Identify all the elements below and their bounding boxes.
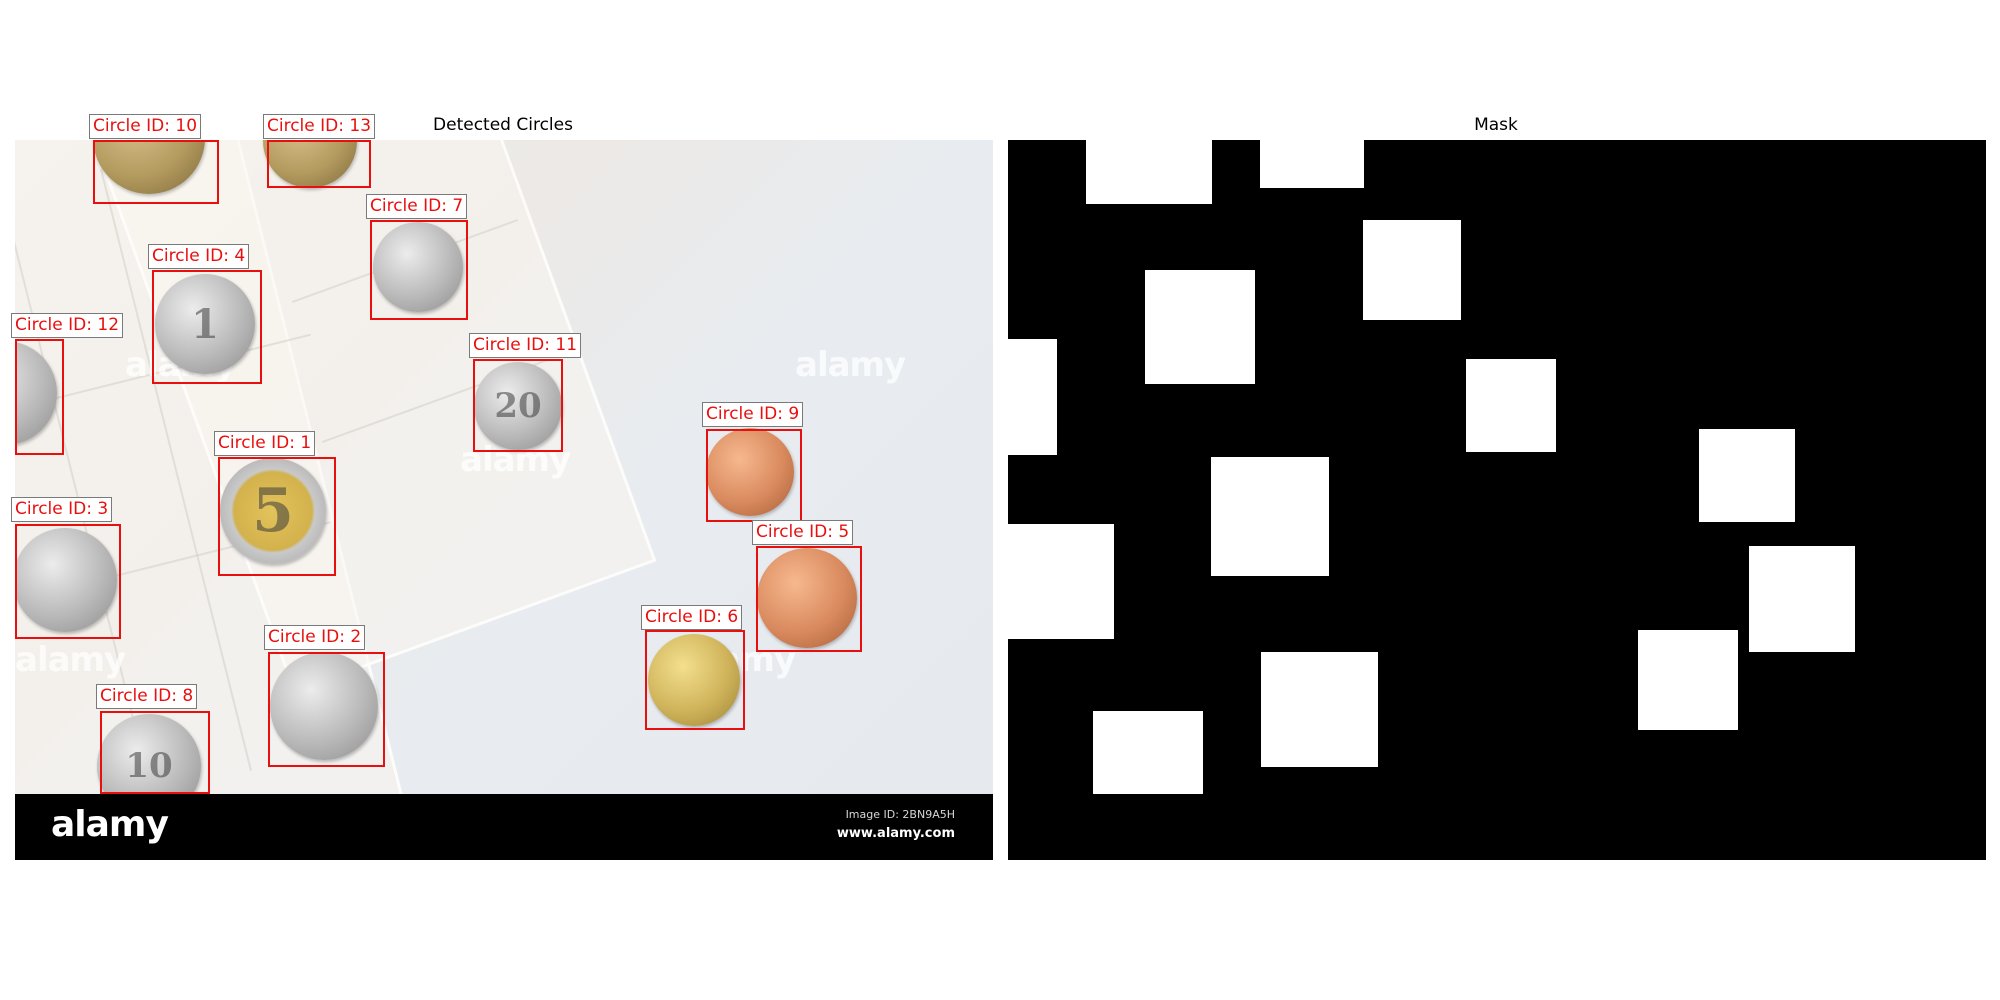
coin-canada [270, 652, 378, 760]
coin-euro-cent [706, 428, 794, 516]
mask-region-10 [1086, 140, 1212, 204]
stock-url-text: www.alamy.com [836, 826, 955, 841]
mask-region-12 [1008, 339, 1057, 455]
coin-5-zloty: 5 [220, 458, 326, 564]
bbox-circle-12 [15, 339, 64, 455]
coin-pfennig [373, 222, 463, 312]
mask-region-11 [1466, 359, 1556, 452]
label-circle-2: Circle ID: 2 [264, 625, 366, 650]
coin-20-groszy: 20 [474, 362, 562, 450]
bbox-circle-4 [152, 270, 262, 384]
bbox-circle-6 [645, 630, 745, 730]
bbox-circle-10 [93, 140, 219, 204]
mask-region-5 [1749, 546, 1855, 652]
label-circle-5: Circle ID: 5 [752, 520, 854, 545]
mask-region-8 [1093, 711, 1203, 794]
label-circle-6: Circle ID: 6 [641, 605, 743, 630]
label-circle-12: Circle ID: 12 [11, 313, 124, 338]
coin-silver-wreath [15, 528, 117, 632]
left-panel-title: Detected Circles [433, 115, 573, 135]
bbox-circle-13 [267, 140, 371, 188]
right-panel-title: Mask [1474, 115, 1518, 135]
label-circle-13: Circle ID: 13 [263, 114, 376, 139]
alamy-logo: alamy [51, 804, 169, 845]
mask-region-2 [1261, 652, 1378, 767]
stock-photo-footer: alamy Image ID: 2BN9A5H www.alamy.com [15, 794, 993, 860]
image-id-text: Image ID: 2BN9A5H [845, 808, 955, 821]
mask-panel [1008, 140, 1986, 860]
bbox-circle-3 [15, 524, 121, 639]
bbox-circle-2 [268, 652, 385, 767]
bbox-circle-8 [100, 711, 210, 794]
label-circle-9: Circle ID: 9 [702, 402, 804, 427]
label-circle-3: Circle ID: 3 [11, 497, 113, 522]
coin-1-zloty: 1 [155, 274, 255, 374]
bbox-circle-11 [473, 359, 563, 452]
mask-region-1 [1211, 457, 1329, 576]
bbox-circle-7 [370, 220, 468, 320]
label-circle-11: Circle ID: 11 [469, 333, 582, 358]
coin-gold-small [648, 634, 740, 726]
mask-region-7 [1363, 220, 1461, 320]
mask-region-6 [1638, 630, 1738, 730]
mask-region-4 [1145, 270, 1255, 384]
coin-maltese-cent [757, 548, 857, 648]
label-circle-7: Circle ID: 7 [366, 194, 468, 219]
label-circle-1: Circle ID: 1 [214, 431, 316, 456]
label-circle-4: Circle ID: 4 [148, 244, 250, 269]
bbox-circle-9 [706, 429, 802, 522]
label-circle-8: Circle ID: 8 [96, 684, 198, 709]
watermark: alamy [795, 345, 906, 385]
bbox-circle-1 [218, 457, 336, 576]
mask-region-9 [1699, 429, 1795, 522]
watermark: alamy [15, 640, 126, 680]
mask-region-13 [1260, 140, 1364, 188]
mask-region-3 [1008, 524, 1114, 639]
label-circle-10: Circle ID: 10 [89, 114, 202, 139]
bbox-circle-5 [756, 546, 862, 652]
